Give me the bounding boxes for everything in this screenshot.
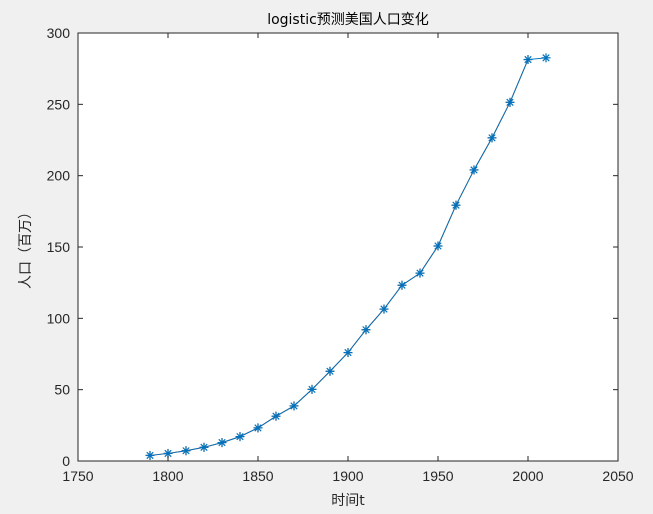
x-tick-label: 1750 [62, 468, 93, 484]
y-tick-label: 250 [47, 96, 71, 112]
data-point [505, 97, 515, 107]
data-point [253, 423, 263, 433]
x-tick-label: 1900 [332, 468, 363, 484]
data-point [343, 348, 353, 358]
data-point [145, 450, 155, 460]
y-tick-label: 300 [47, 25, 71, 41]
data-point [415, 268, 425, 278]
x-tick-label: 1800 [152, 468, 183, 484]
x-tick-label: 2050 [602, 468, 633, 484]
data-point [325, 366, 335, 376]
x-axis: 1750 1800 1850 1900 1950 2000 2050 [62, 33, 634, 484]
x-tick-label: 2000 [512, 468, 543, 484]
y-tick-label: 200 [47, 168, 71, 184]
data-point [379, 304, 389, 314]
y-axis-label: 人口（百万） [18, 205, 34, 289]
data-point [433, 241, 443, 251]
plot-area [78, 33, 618, 461]
data-point [307, 384, 317, 394]
data-point [469, 165, 479, 175]
y-tick-label: 150 [47, 239, 71, 255]
data-point [289, 401, 299, 411]
series-layer [145, 53, 551, 460]
data-point [199, 442, 209, 452]
x-axis-label: 时间t [331, 493, 365, 509]
data-point [487, 133, 497, 143]
data-point [361, 325, 371, 335]
data-point [523, 55, 533, 65]
y-tick-label: 0 [62, 453, 70, 469]
data-point [217, 438, 227, 448]
data-point [397, 280, 407, 290]
series-asterisk [145, 53, 551, 460]
chart-title: logistic预测美国人口变化 [267, 12, 429, 28]
y-tick-label: 50 [54, 382, 70, 398]
x-tick-label: 1850 [242, 468, 273, 484]
x-tick-label: 1950 [422, 468, 453, 484]
data-point [271, 411, 281, 421]
data-point [235, 432, 245, 442]
data-point [451, 200, 461, 210]
data-point [541, 53, 551, 63]
y-tick-label: 100 [47, 310, 71, 326]
y-axis: 0 50 100 150 200 250 300 [47, 25, 618, 469]
data-point [181, 446, 191, 456]
